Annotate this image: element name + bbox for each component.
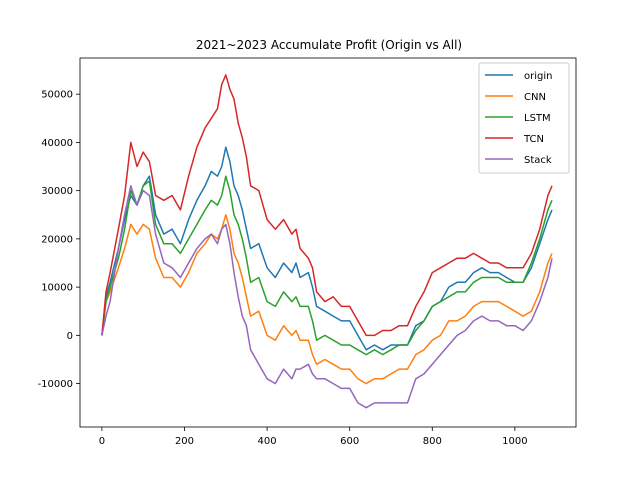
y-tick-label: -10000 [38,379,73,390]
plot-frame [79,57,577,428]
legend-label-stack: Stack [524,155,552,166]
chart-title: 2021~2023 Accumulate Profit (Origin vs A… [196,38,462,52]
legend-label-cnn: CNN [524,92,546,103]
x-tick-label: 800 [423,436,442,447]
legend-label-tcn: TCN [523,134,544,145]
y-tick-label: 20000 [41,234,73,245]
y-tick-label: 40000 [41,138,73,149]
legend-label-origin: origin [524,71,552,82]
series-line-origin [101,146,553,351]
legend-box [478,62,570,174]
y-tick-label: 30000 [41,186,73,197]
y-tick-label: 50000 [41,90,73,101]
x-tick-label: 400 [258,436,277,447]
legend: origin CNN LSTM TCN Stack [478,62,570,174]
x-tick-label: 0 [99,436,105,447]
legend-label-lstm: LSTM [524,113,551,124]
x-axis: 0 200 400 600 800 1000 [99,427,528,447]
x-tick-label: 200 [175,436,194,447]
series-line-tcn [101,74,553,337]
series-line-cnn [101,214,553,385]
y-tick-label: 10000 [41,283,73,294]
x-tick-label: 1000 [502,436,527,447]
series-line-lstm [101,175,553,356]
series-layer [101,74,553,409]
y-tick-label: 0 [67,331,73,342]
x-tick-label: 600 [340,436,359,447]
y-axis: -10000 0 10000 20000 30000 40000 50000 [38,90,80,390]
series-line-stack [101,185,553,409]
